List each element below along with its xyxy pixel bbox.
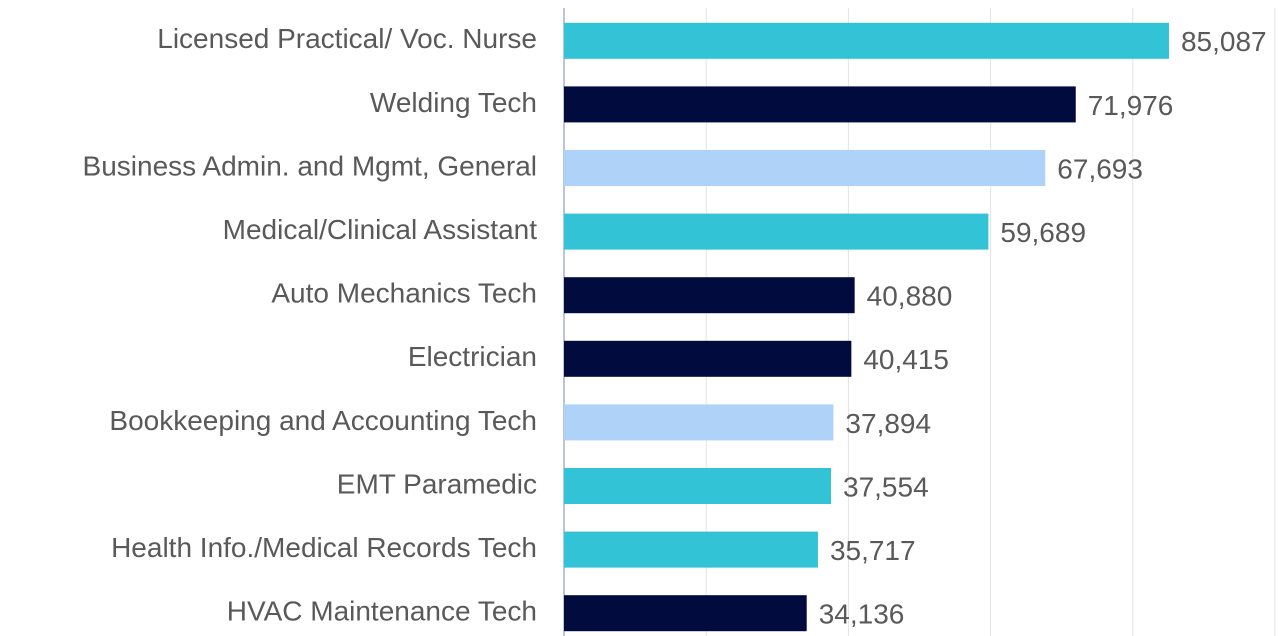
category-label: Auto Mechanics Tech: [271, 278, 537, 309]
value-label: 59,689: [1000, 217, 1086, 248]
bar: [564, 213, 989, 250]
bar: [564, 531, 818, 568]
bar: [564, 468, 832, 504]
bar: [564, 86, 1076, 123]
value-label: 35,717: [830, 535, 916, 566]
category-label: Health Info./Medical Records Tech: [111, 532, 537, 563]
value-label: 67,693: [1057, 153, 1143, 184]
category-label: Electrician: [408, 341, 537, 372]
value-label: 37,554: [843, 471, 929, 502]
category-label: EMT Paramedic: [337, 468, 537, 499]
category-label: Licensed Practical/ Voc. Nurse: [157, 23, 537, 54]
value-label: 40,415: [863, 344, 949, 375]
bar: [564, 277, 855, 314]
category-label: Medical/Clinical Assistant: [223, 214, 538, 245]
value-label: 37,894: [845, 408, 931, 439]
value-label: 34,136: [819, 599, 905, 630]
bar: [564, 22, 1169, 59]
category-label: Bookkeeping and Accounting Tech: [109, 405, 537, 436]
value-label: 40,880: [867, 281, 953, 312]
bar: [564, 150, 1046, 186]
bar: [564, 404, 834, 441]
category-label: Welding Tech: [370, 87, 537, 118]
bar: [564, 340, 852, 377]
category-label: HVAC Maintenance Tech: [227, 596, 537, 627]
value-label: 85,087: [1181, 26, 1267, 57]
category-label: Business Admin. and Mgmt, General: [83, 150, 537, 181]
bar: [564, 595, 807, 632]
value-label: 71,976: [1088, 90, 1174, 121]
